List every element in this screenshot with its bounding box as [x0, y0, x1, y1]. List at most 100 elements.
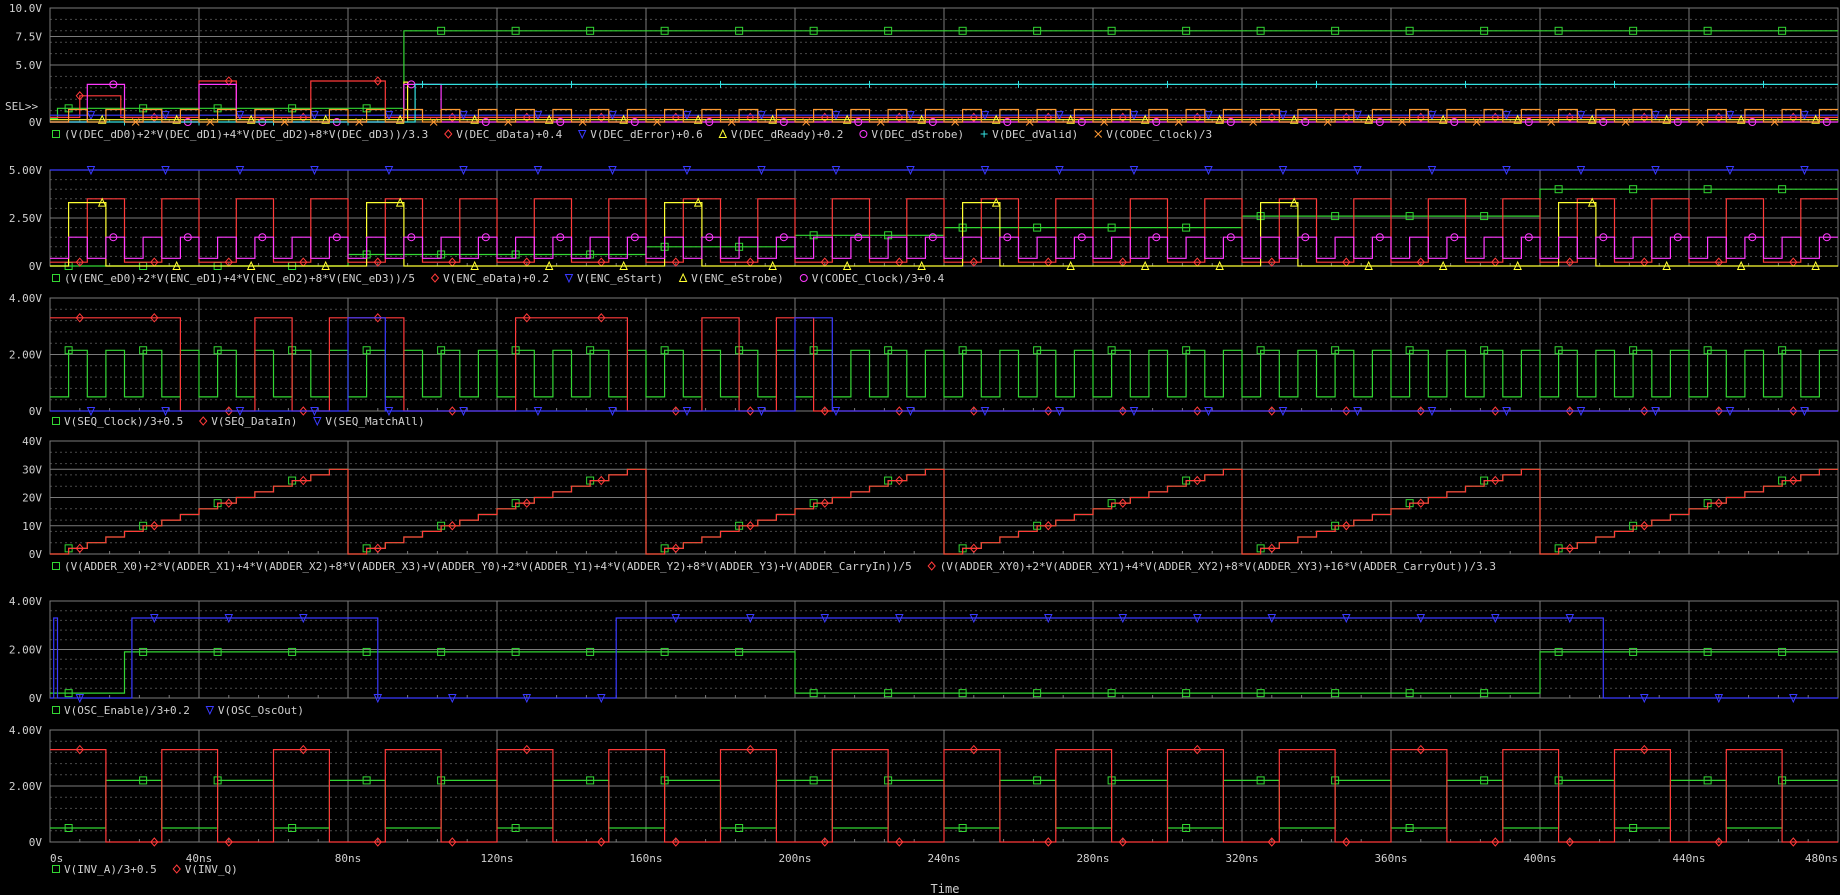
- data-point-marker: [1565, 257, 1574, 267]
- y-tick-label: 4.00V: [9, 724, 42, 737]
- legend-entry: (V(ADDER_XY0)+2*V(ADDER_XY1)+4*V(ADDER_X…: [940, 560, 1496, 573]
- data-point-marker: [1353, 166, 1362, 176]
- data-point-marker: [1100, 118, 1109, 126]
- data-point-marker: [991, 114, 1001, 124]
- data-point-marker: [958, 689, 967, 698]
- data-point-marker: [1416, 613, 1426, 624]
- data-point-marker: [1565, 837, 1574, 847]
- data-point-marker: [1800, 111, 1809, 121]
- series-red: [50, 744, 1838, 847]
- data-point-marker: [735, 647, 744, 656]
- data-point-marker: [735, 824, 744, 832]
- data-point-marker: [653, 118, 662, 126]
- data-point-marker: [1118, 613, 1128, 624]
- data-point-marker: [1044, 837, 1053, 847]
- data-point-marker: [1629, 346, 1638, 355]
- plot-encoder: 5.00V 2.50V 0V (V(ENC_eD0)+2*V(ENC_eD1)+4*V…: [9, 164, 1839, 285]
- data-point-marker: [459, 407, 468, 417]
- data-point-marker: [150, 837, 159, 847]
- data-point-marker: [1822, 233, 1831, 242]
- data-point-marker: [373, 313, 382, 323]
- data-point-marker: [1811, 260, 1820, 270]
- data-point-marker: [1118, 837, 1127, 847]
- x-tick-label: 360ns: [1374, 852, 1407, 865]
- data-point-marker: [1323, 118, 1332, 126]
- data-point-marker: [1736, 260, 1746, 270]
- data-point-marker: [373, 257, 382, 267]
- data-point-marker: [768, 114, 777, 124]
- data-point-marker: [1107, 223, 1116, 232]
- data-point-marker: [522, 744, 531, 755]
- legend-symbol: [718, 128, 728, 138]
- data-point-marker: [1003, 233, 1012, 242]
- data-point-marker: [1554, 26, 1563, 35]
- data-point-marker: [544, 260, 554, 270]
- data-point-marker: [1502, 111, 1511, 121]
- legend-entry: V(OSC_Enable)/3+0.2: [64, 704, 190, 717]
- y-tick-label: 0V: [29, 116, 43, 129]
- legend-entry: (V(ENC_eD0)+2*V(ENC_eD1)+4*V(ENC_eD2)+8*…: [64, 272, 415, 285]
- data-point-marker: [671, 543, 680, 554]
- data-point-marker: [1193, 475, 1202, 486]
- data-point-marker: [1267, 613, 1277, 624]
- data-point-marker: [1536, 80, 1544, 88]
- data-point-marker: [1182, 346, 1191, 355]
- data-point-marker: [161, 407, 170, 417]
- data-point-marker: [768, 260, 777, 270]
- data-point-marker: [746, 406, 755, 416]
- data-point-marker: [619, 114, 628, 124]
- plot-oscillator: 4.00V 2.00V 0V V(OSC_Enable)/3+0.2 V(OSC_Osc…: [9, 595, 1839, 717]
- data-point-marker: [448, 837, 457, 847]
- data-point-marker: [660, 346, 669, 355]
- data-point-marker: [1524, 118, 1533, 126]
- data-point-marker: [958, 346, 967, 355]
- x-tick-label: 240ns: [927, 852, 960, 865]
- legend-symbol: [199, 416, 208, 426]
- plot-decoder: 10.0V 7.5V 5.0V 0V SEL>> (V(DEC_dD0)+2*V(DEC_…: [5, 2, 1839, 141]
- data-point-marker: [1289, 197, 1299, 207]
- legend-entry: V(SEQ_MatchAll): [325, 415, 424, 428]
- data-point-marker: [1427, 111, 1437, 121]
- waveform-line: [50, 108, 1838, 123]
- data-point-marker: [86, 407, 96, 417]
- data-point-marker: [224, 613, 234, 624]
- data-point-marker: [1696, 118, 1705, 126]
- data-point-marker: [831, 166, 841, 176]
- data-point-marker: [150, 520, 159, 531]
- data-point-marker: [1513, 114, 1522, 124]
- data-point-marker: [1353, 407, 1362, 417]
- data-point-marker: [969, 257, 978, 267]
- data-point-marker: [1748, 118, 1757, 126]
- data-point-marker: [1651, 166, 1660, 176]
- data-point-marker: [1789, 406, 1798, 416]
- data-point-marker: [1714, 837, 1723, 847]
- data-point-marker: [884, 689, 893, 698]
- data-point-marker: [97, 114, 107, 124]
- data-point-marker: [1554, 185, 1563, 194]
- data-point-marker: [746, 520, 755, 531]
- data-point-marker: [791, 80, 799, 88]
- data-point-marker: [1547, 118, 1556, 126]
- data-point-marker: [1725, 407, 1735, 417]
- data-point-marker: [1599, 233, 1608, 242]
- waveform-line: [50, 80, 1838, 118]
- data-point-marker: [1405, 689, 1414, 698]
- data-point-marker: [1129, 111, 1139, 121]
- waveform-line: [50, 202, 1838, 267]
- legend-symbol: [980, 130, 988, 138]
- data-point-marker: [1033, 223, 1042, 232]
- legend-symbol: [205, 706, 215, 716]
- legend-entry: V(ENC_eStart): [577, 272, 663, 285]
- series-orange: [50, 108, 1838, 126]
- data-point-marker: [1491, 837, 1500, 847]
- data-point-marker: [1703, 776, 1712, 785]
- data-point-marker: [1651, 407, 1660, 417]
- data-point-marker: [1278, 111, 1288, 121]
- data-point-marker: [608, 407, 617, 417]
- data-point-marker: [991, 197, 1001, 207]
- data-point-marker: [642, 80, 650, 88]
- data-point-marker: [1387, 80, 1395, 88]
- data-point-marker: [522, 313, 531, 323]
